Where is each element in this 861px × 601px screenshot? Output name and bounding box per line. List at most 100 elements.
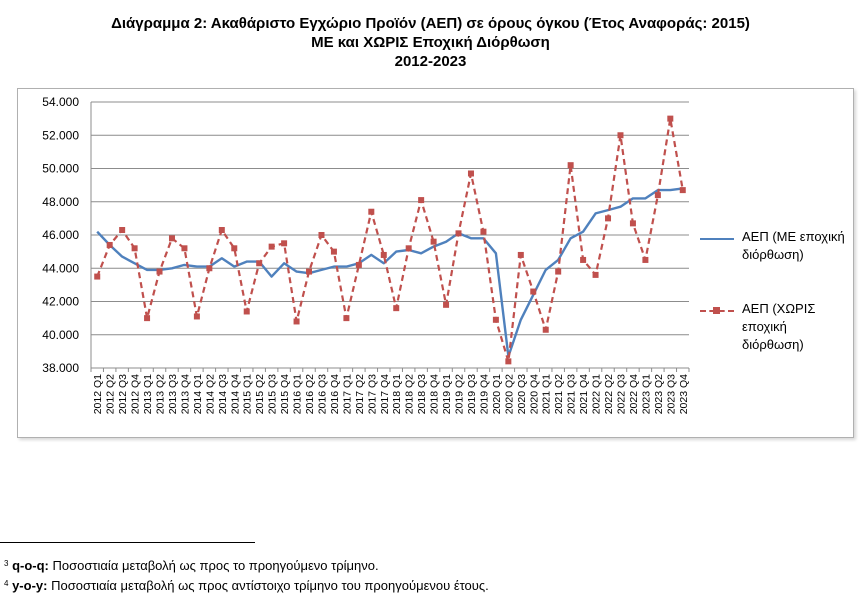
y-tick-label: 48.000: [42, 195, 79, 209]
x-tick-label: 2016 Q2: [304, 374, 316, 414]
series-1-point: [131, 245, 138, 252]
series-line-0: [96, 187, 683, 358]
chart-title-line-1: Διάγραμμα 2: Ακαθάριστο Εγχώριο Προϊόν (…: [111, 15, 750, 32]
series-1-point: [592, 271, 599, 278]
chart-title-line-2: ΜΕ και ΧΩΡΙΣ Εποχική Διόρθωση: [311, 34, 550, 51]
x-tick-label: 2019 Q3: [466, 374, 478, 414]
series-1-point: [231, 245, 238, 252]
series-1-point: [243, 308, 250, 315]
series-line-1: [96, 117, 684, 363]
series-1-point: [443, 301, 450, 308]
chart-frame: [17, 88, 854, 438]
x-tick-label: 2022 Q2: [603, 374, 615, 414]
series-1-point: [580, 256, 587, 263]
series-1-point: [318, 232, 325, 238]
x-tick-label: 2012 Q2: [105, 374, 117, 414]
x-tick-label: 2015 Q3: [267, 374, 279, 414]
x-tick-label: 2021 Q2: [553, 374, 565, 414]
x-tick-label: 2012 Q4: [130, 374, 142, 414]
series-1-point: [293, 318, 300, 325]
y-tick-label: 54.000: [42, 95, 79, 109]
x-tick-label: 2015 Q4: [279, 374, 291, 414]
x-tick-label: 2014 Q1: [192, 374, 204, 414]
x-tick-label: 2023 Q2: [653, 374, 665, 414]
x-tick-label: 2013 Q3: [167, 374, 179, 414]
series-1-point: [455, 230, 462, 237]
x-tick-label: 2023 Q3: [665, 374, 677, 414]
legend-label-sa: ΑΕΠ (ΜΕ εποχική διόρθωση): [742, 229, 845, 262]
x-tick-label: 2020 Q3: [516, 374, 528, 414]
x-tick-label: 2021 Q4: [578, 374, 590, 414]
series-1-point: [380, 251, 387, 258]
x-tick-label: 2022 Q4: [628, 374, 640, 414]
x-tick-label: 2019 Q2: [454, 374, 466, 414]
series-1-point: [393, 305, 400, 312]
footnote-4-number: 4: [4, 579, 9, 588]
footnote-4: 4 y-o-y: Ποσοστιαία μεταβολή ως προς αντ…: [4, 578, 489, 594]
series-1-point: [679, 187, 686, 194]
x-tick-label: 2012 Q3: [117, 374, 129, 414]
series-1-point: [306, 268, 313, 275]
series-1-point: [106, 241, 113, 248]
series-1-point: [206, 265, 213, 272]
series-1-point: [654, 192, 661, 199]
series-1-point: [218, 227, 225, 234]
series-1-point: [193, 313, 200, 320]
series-1-point: [605, 215, 612, 222]
x-tick-label: 2015 Q1: [242, 374, 254, 414]
series-1-point: [368, 208, 375, 215]
chart-title-line-3: 2012-2023: [394, 53, 467, 70]
y-tick-label: 44.000: [42, 261, 79, 275]
x-tick-label: 2021 Q1: [541, 374, 553, 414]
line-chart: 38.000 40.000 42.000 44.000 46.000 48.000 50.0…: [42, 95, 690, 414]
x-tick-label: 2013 Q1: [142, 374, 154, 414]
series-1-point: [530, 288, 537, 295]
series-1-point: [629, 220, 636, 227]
x-tick-label: 2021 Q3: [566, 374, 578, 414]
x-tick-label: 2016 Q1: [292, 374, 304, 414]
footnote-3-text: Ποσοστιαία μεταβολή ως προς το προηγούμε…: [48, 558, 379, 573]
series-1-point: [492, 316, 499, 323]
x-tick-label: 2018 Q1: [391, 374, 403, 414]
series-1-point: [281, 240, 288, 247]
x-tick-label: 2016 Q4: [329, 374, 341, 414]
series-1-point: [355, 261, 362, 268]
x-tick-label: 2020 Q2: [503, 374, 515, 414]
series-1-point: [268, 243, 275, 250]
series-1-point: [168, 235, 175, 242]
series-1-point: [144, 315, 151, 322]
series-1-point: [156, 268, 163, 275]
x-tick-label: 2023 Q4: [678, 374, 690, 414]
footnote-3-number: 3: [4, 559, 9, 568]
x-tick-label: 2020 Q1: [491, 374, 503, 414]
series-1-point: [418, 197, 425, 204]
series-1-point: [343, 315, 350, 322]
footnote-3-term: q-o-q:: [12, 558, 49, 573]
y-tick-label: 38.000: [42, 361, 79, 375]
legend-label-nsa: ΑΕΠ (ΧΩΡΙΣ εποχική διόρθωση): [742, 301, 816, 352]
footnote-3: 3 q-o-q: Ποσοστιαία μεταβολή ως προς το …: [4, 558, 379, 574]
series-1-point: [542, 326, 549, 333]
footnote-4-term: y-o-y:: [12, 578, 48, 593]
series-1-point: [119, 227, 126, 234]
legend-line-sa: [700, 238, 734, 240]
x-tick-label: 2019 Q1: [441, 374, 453, 414]
x-tick-label: 2022 Q1: [591, 374, 603, 414]
x-tick-label: 2014 Q4: [229, 374, 241, 414]
y-tick-label: 52.000: [42, 128, 79, 142]
series-1-point: [94, 273, 101, 280]
x-tick-label: 2022 Q3: [615, 374, 627, 414]
series-1-point: [330, 248, 337, 255]
x-tick-label: 2017 Q3: [366, 374, 378, 414]
footnote-4-text: Ποσοστιαία μεταβολή ως προς αντίστοιχο τ…: [47, 578, 489, 593]
x-tick-label: 2012 Q1: [92, 374, 104, 414]
x-tick-label: 2017 Q2: [354, 374, 366, 414]
x-tick-label: 2017 Q4: [379, 374, 391, 414]
series-1-point: [505, 358, 512, 365]
y-tick-label: 42.000: [42, 295, 79, 309]
series-1-point: [256, 260, 263, 267]
x-tick-label: 2017 Q1: [341, 374, 353, 414]
series-1-point: [480, 228, 487, 235]
series-1-point: [467, 170, 474, 177]
x-tick-label: 2013 Q2: [155, 374, 167, 414]
